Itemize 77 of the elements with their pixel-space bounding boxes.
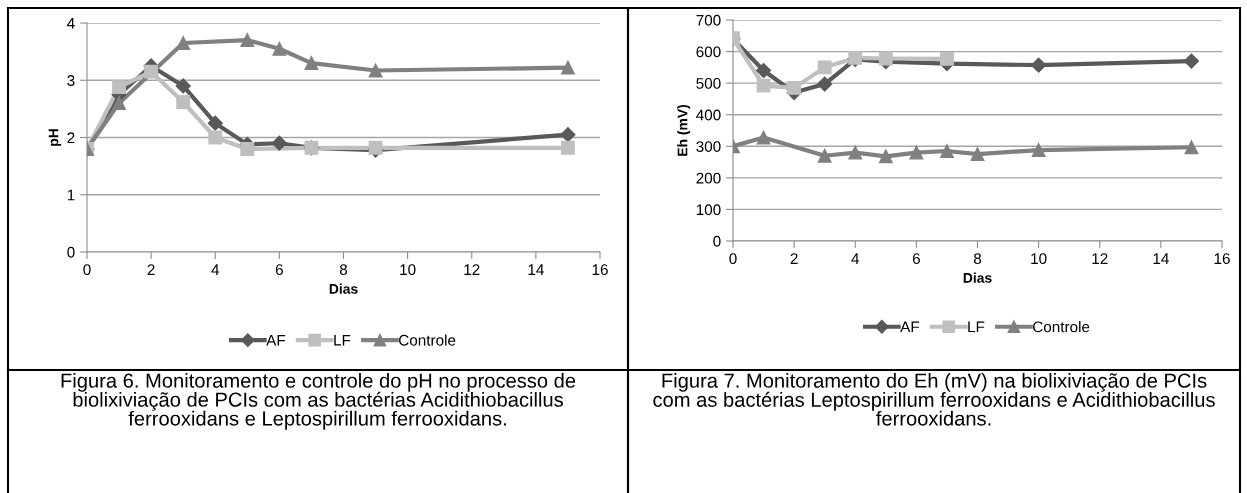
y-tick-label: 3 [67,75,75,86]
point [560,140,575,155]
x-tick-label: 6 [912,253,920,265]
point [272,41,287,56]
x-tick-label: 16 [1214,253,1230,265]
point [175,78,191,94]
point [176,36,191,50]
y-tick-label: 400 [696,109,721,121]
y-axis-title: Eh (mV) [677,104,691,156]
point [817,148,832,163]
point [1031,143,1046,158]
x-tick-label: 8 [973,253,982,265]
point [1183,53,1200,69]
y-tick-label: 200 [696,172,721,184]
point [756,130,771,145]
x-tick-label: 0 [83,264,91,276]
legend-label: AF [900,321,920,333]
point [1031,57,1047,73]
point [207,115,223,131]
x-tick-label: 12 [1092,253,1108,264]
text: Figura 6. Monitoramento e controle do pH no processo de biolixiviação de PCIs com as bactérias Acidithiobacillus ferrooxidans e Leptospirillum ferrooxidans. [61,373,576,430]
y-axis-title: pH [48,129,62,146]
y-tick-label: 100 [696,204,721,216]
point [848,145,863,160]
x-tick-label: 4 [211,264,220,275]
x-tick-label: 10 [1031,253,1047,265]
point [878,51,893,66]
point [755,62,772,79]
y-tick-label: 700 [696,14,721,26]
legend-label: LF [334,335,351,346]
point [240,33,255,48]
point [939,51,954,66]
x-tick-label: 14 [1153,253,1169,264]
x-tick-label: 14 [528,264,544,275]
x-tick-label: 4 [851,253,860,264]
y-tick-label: 1 [67,189,75,201]
point [271,135,287,151]
point [560,127,576,143]
point [970,147,985,162]
legend-label: AF [266,335,286,346]
point [878,149,893,164]
legend-label: LF [968,321,985,333]
point [817,76,833,92]
point [144,64,159,79]
point [176,95,191,109]
point [756,78,771,93]
x-tick-label: 2 [147,264,155,275]
point [939,144,954,158]
legend-label: Controle [1033,321,1090,333]
point [368,63,383,78]
text: Figura 7. Monitoramento do Eh (mV) na biolixiviação de PCIs com as bactérias Leptospirillum ferrooxidans e Acidithiobacillus ferrooxidans. [653,373,1215,426]
point [560,60,575,75]
y-tick-label: 4 [67,18,75,29]
x-tick-label: 12 [464,264,480,275]
y-tick-label: 2 [67,132,75,144]
legend-label: Controle [399,334,456,346]
point [240,142,255,156]
x-tick-label: 10 [400,264,416,276]
point [1184,140,1199,155]
y-tick-label: 0 [713,235,721,247]
point [112,80,127,95]
point [909,145,924,160]
x-tick-label: 6 [275,264,283,276]
x-tick-label: 2 [790,253,798,264]
x-axis-title: Dias [329,283,358,294]
x-tick-label: 0 [729,253,737,265]
point [208,130,223,145]
x-tick-label: 16 [592,264,608,276]
point [817,60,832,75]
y-tick-label: 500 [696,78,721,89]
point [787,80,802,95]
y-tick-label: 600 [696,46,721,58]
x-tick-label: 8 [339,264,348,276]
x-axis-title: Dias [963,272,992,283]
point [112,96,127,111]
y-tick-label: 300 [696,141,721,152]
point [304,56,319,71]
